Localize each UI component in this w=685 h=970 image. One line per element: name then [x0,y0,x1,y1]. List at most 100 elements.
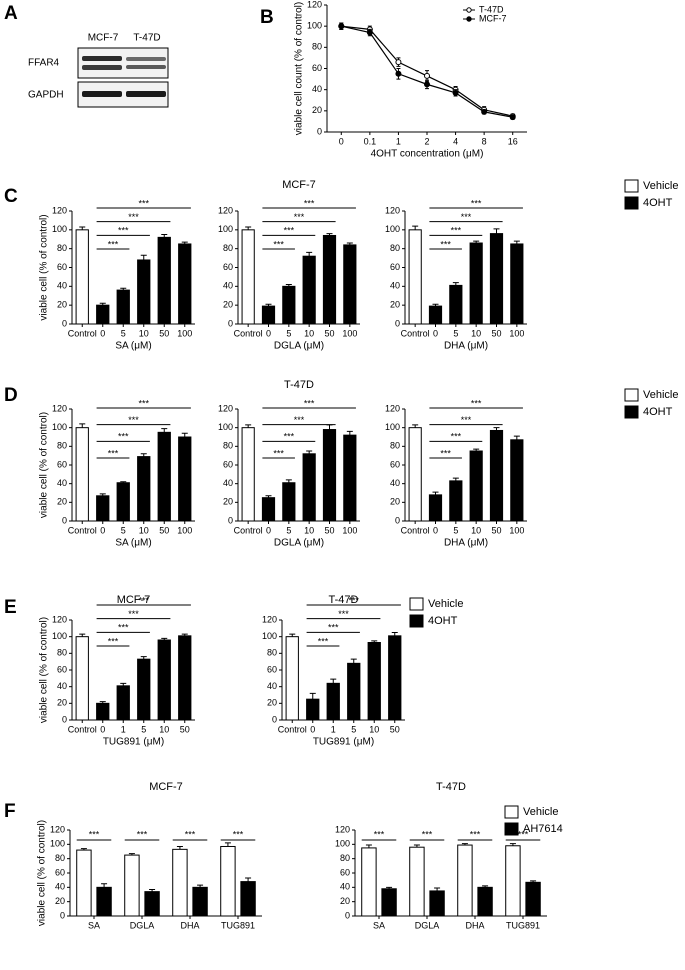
error-bar [245,877,252,882]
error-bar [99,493,106,496]
error-bar [181,633,188,636]
panel-label: F [4,801,16,822]
legend-label: Vehicle [523,806,558,818]
y-tick-label: 20 [57,300,67,310]
error-bar [432,491,439,495]
bar [75,427,89,522]
legend-label: T-47D [479,4,504,14]
bar [302,453,316,522]
error-bar [128,853,135,856]
bar [282,482,296,522]
y-tick-label: 80 [312,42,322,52]
significance-label: *** [138,595,149,605]
x-tick-label: 100 [177,525,192,535]
y-tick-label: 120 [262,614,277,624]
bar [282,285,296,325]
x-tick-label: Control [234,328,263,338]
x-tick-label: 10 [139,328,149,338]
x-tick-label: 5 [141,724,146,734]
x-tick-label: 0 [310,724,315,734]
x-tick-label: 10 [139,525,149,535]
x-tick-label: Control [68,328,97,338]
significance-label: *** [328,623,339,633]
y-tick-label: 80 [390,441,400,451]
x-tick-label: 50 [491,328,501,338]
y-tick-label: 0 [317,126,322,136]
x-tick-label: 50 [491,525,501,535]
y-axis-label: viable cell count (% of control) [294,2,305,135]
x-axis-label: TUG891 (μM) [103,737,164,748]
error-bar [412,225,419,230]
bar [261,497,276,522]
blot-band [82,65,122,70]
y-tick-label: 120 [52,403,67,413]
point [395,70,402,77]
error-bar [176,845,183,850]
legend-swatch [504,805,519,819]
blot-band [126,91,166,97]
x-tick-label: Control [234,525,263,535]
y-tick-label: 100 [52,224,67,234]
bar [428,305,443,325]
x-tick-label: 8 [482,136,487,146]
error-bar [513,435,520,440]
chart-title: T-47D [436,781,466,793]
y-tick-label: 120 [218,205,233,215]
y-tick-label: 20 [223,497,233,507]
point [338,23,345,30]
bar [96,702,110,721]
y-tick-label: 20 [390,300,400,310]
point [395,59,402,66]
panel-label: C [4,186,18,207]
significance-label: *** [518,829,529,839]
significance-label: *** [118,432,129,442]
significance-label: *** [89,829,100,839]
bar [96,495,110,522]
y-tick-label: 60 [223,262,233,272]
error-bar [413,844,420,848]
legend-label: Vehicle [643,180,678,192]
y-tick-label: 0 [62,714,67,724]
bar [116,685,130,721]
x-tick-label: SA [373,920,385,930]
x-tick-label: SA [88,920,100,930]
significance-label: *** [304,198,315,208]
y-tick-label: 120 [218,403,233,413]
error-bar [245,424,252,428]
bar [285,636,299,721]
bar [343,434,357,522]
error-bar [80,848,87,851]
bar [457,844,473,917]
y-tick-label: 20 [55,896,65,906]
y-tick-label: 0 [395,318,400,328]
western-blot: MCF-7 T-47D FFAR4 GAPDH [28,33,169,108]
significance-label: *** [318,636,329,646]
point [452,89,459,96]
legend-swatch [624,405,639,419]
x-axis-label: SA (μM) [115,538,151,549]
x-tick-label: 50 [159,328,169,338]
y-tick-label: 100 [218,422,233,432]
bar [172,848,188,917]
x-tick-label: 100 [342,328,357,338]
bar [489,429,504,522]
x-tick-label: 100 [177,328,192,338]
error-bar [306,450,313,454]
error-bar [326,233,333,236]
error-bar [346,430,353,436]
x-tick-label: 0 [339,136,344,146]
y-tick-label: 60 [223,459,233,469]
error-bar [482,885,489,888]
y-tick-label: 40 [57,281,67,291]
bar [489,233,504,325]
legend-label: 4OHT [643,406,673,418]
x-tick-label: 0.1 [364,136,377,146]
x-tick-label: 4 [453,136,458,146]
significance-label: *** [471,198,482,208]
legend-swatch [409,614,424,628]
x-tick-label: 5 [121,525,126,535]
x-tick-label: 5 [351,724,356,734]
panel-label: E [4,597,17,618]
